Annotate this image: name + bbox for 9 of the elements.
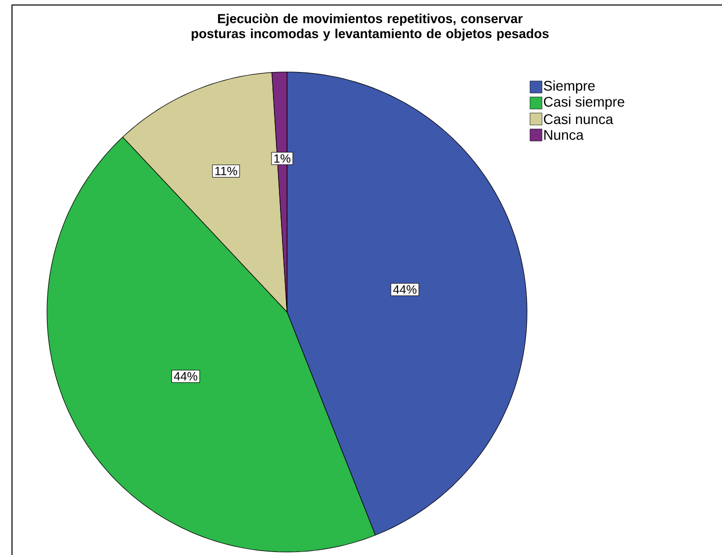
legend-label: Nunca (544, 130, 584, 140)
legend-label: Casi siempre (544, 96, 624, 110)
data-label: 11% (215, 166, 238, 176)
legend-label: Siempre (544, 80, 595, 94)
data-label: 44% (174, 372, 198, 380)
data-label: 44% (393, 285, 416, 294)
legend-label: Casi nunca (544, 114, 614, 124)
data-label: 1% (274, 154, 290, 163)
chart-title: Ejecuciòn de movimientos repetitivos, conservar posturas incomodas y levantamiento de objetos pesados (192, 14, 549, 41)
